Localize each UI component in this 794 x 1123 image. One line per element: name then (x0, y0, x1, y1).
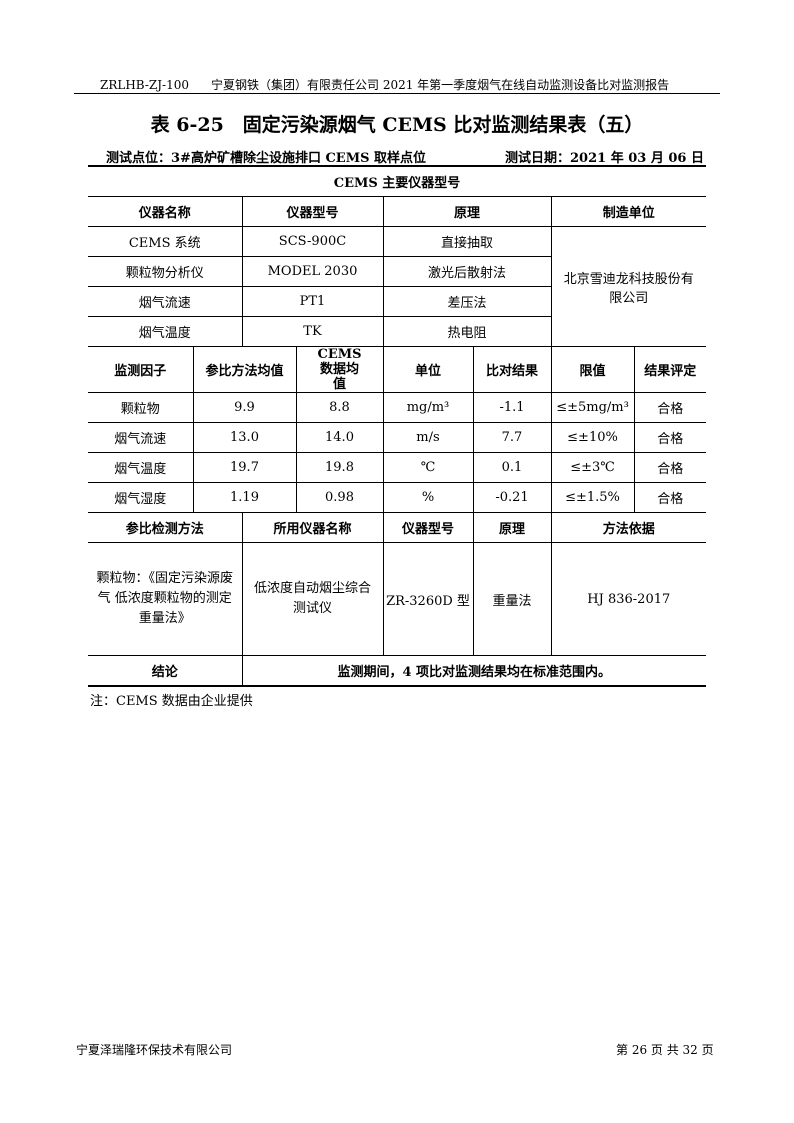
cell: 7.7 (472, 422, 552, 453)
table-row: 烟气流速 13.0 14.0 m/s 7.7 ≤±10% 合格 (88, 422, 707, 453)
conclusion-label: 结论 (88, 655, 243, 687)
col-header: 所用仪器名称 (241, 512, 384, 543)
col-header: 比对结果 (472, 346, 552, 393)
cell: 颗粒物：《固定污染源废气 低浓度颗粒物的测定 重量法》 (88, 542, 243, 656)
cell: 1.19 (192, 482, 297, 513)
table-row: 颗粒物分析仪 MODEL 2030 激光后散射法 (88, 256, 706, 287)
table-title: 表 6-25 固定污染源烟气 CEMS 比对监测结果表（五） (150, 114, 644, 136)
instruments-header: 仪器名称 仪器型号 原理 制造单位 (88, 196, 707, 227)
cell: ZR-3260D 型 (382, 542, 474, 656)
test-date: 测试日期：2021 年 03 月 06 日 (505, 151, 704, 166)
cell: 8.8 (295, 392, 384, 423)
table-row: CEMS 系统 SCS-900C 直接抽取 北京雪迪龙科技股份有限公司 (88, 226, 707, 347)
cell: 13.0 (192, 422, 297, 453)
cell: 差压法 (382, 286, 551, 317)
table-row: 烟气流速 PT1 差压法 (88, 286, 706, 317)
cell: -0.21 (472, 482, 552, 513)
col-header: 监测因子 (88, 346, 194, 393)
cell: ≤±3℃ (550, 452, 635, 483)
cell: 烟气流速 (88, 286, 243, 317)
cell: ≤±10% (550, 422, 635, 453)
cell: m/s (382, 422, 474, 453)
running-header: ZRLHB-ZJ-100 宁夏钢铁（集团）有限责任公司 2021 年第一季度烟气在… (100, 76, 691, 93)
cell: % (382, 482, 474, 513)
table-row: 颗粒物 9.9 8.8 mg/m³ -1.1 ≤±5mg/m³ 合格 (88, 392, 707, 423)
cell: 颗粒物分析仪 (88, 256, 243, 287)
conclusion-text: 监测期间，4 项比对监测结果均在标准范围内。 (241, 655, 707, 687)
col-header: 仪器型号 (382, 512, 474, 543)
cell: 0.98 (295, 482, 384, 513)
test-location: 测试点位：3#高炉矿槽除尘设施排口 CEMS 取样点位 (106, 151, 427, 166)
col-header: 仪器名称 (88, 196, 243, 227)
cell: 激光后散射法 (382, 256, 551, 287)
col-header: 原理 (472, 512, 552, 543)
col-header: CEMS 数据均值 (295, 346, 384, 393)
cell: 19.7 (192, 452, 297, 483)
cell: 烟气温度 (88, 316, 243, 347)
instruments-caption: CEMS 主要仪器型号 (88, 165, 707, 197)
cell: 低浓度自动烟尘综合测试仪 (241, 542, 384, 656)
cell: mg/m³ (382, 392, 474, 423)
manufacturer: 北京雪迪龙科技股份有限公司 (550, 226, 707, 347)
cell: 合格 (633, 392, 707, 423)
cell: ≤±5mg/m³ (550, 392, 635, 423)
conclusion-row: 结论 监测期间，4 项比对监测结果均在标准范围内。 (88, 655, 707, 687)
table-row: 烟气温度 19.7 19.8 ℃ 0.1 ≤±3℃ 合格 (88, 452, 707, 483)
cell: 热电阻 (382, 316, 551, 347)
cell: ≤±1.5% (550, 482, 635, 513)
col-header: 参比方法均值 (192, 346, 297, 393)
cell: ℃ (382, 452, 474, 483)
col-header: 方法依据 (550, 512, 707, 543)
cell: 合格 (633, 482, 707, 513)
cell: CEMS 系统 (88, 226, 243, 257)
col-header: 仪器型号 (241, 196, 384, 227)
col-header: 制造单位 (550, 196, 707, 227)
col-header: 限值 (550, 346, 635, 393)
table-row: 烟气湿度 1.19 0.98% -0.21 ≤±1.5% 合格 (88, 482, 707, 513)
cell: 19.8 (295, 452, 384, 483)
cell: TK (241, 316, 384, 347)
cell: 合格 (633, 422, 707, 453)
col-header: 单位 (382, 346, 474, 393)
page-number: 第 26 页 共 32 页 (616, 1043, 714, 1057)
col-header: 结果评定 (633, 346, 707, 393)
cell: PT1 (241, 286, 384, 317)
cell: 0.1 (472, 452, 552, 483)
cell: MODEL 2030 (241, 256, 384, 287)
cell: 9.9 (192, 392, 297, 423)
table-note: 注：CEMS 数据由企业提供 (90, 694, 253, 709)
method-header: 参比检测方法 所用仪器名称 仪器型号 原理 方法依据 (88, 512, 707, 543)
header-rule (74, 93, 720, 94)
cell: 烟气温度 (88, 452, 194, 483)
col-header: 原理 (382, 196, 552, 227)
cell: 烟气湿度 (88, 482, 194, 513)
cell: 14.0 (295, 422, 384, 453)
doc-code: ZRLHB-ZJ-100 (100, 78, 190, 92)
col-header: 参比检测方法 (88, 512, 243, 543)
footer-company: 宁夏泽瑞隆环保技术有限公司 (76, 1043, 233, 1057)
cell: 直接抽取 (382, 226, 552, 257)
cell: 合格 (633, 452, 707, 483)
table-row: 颗粒物：《固定污染源废气 低浓度颗粒物的测定 重量法》 低浓度自动烟尘综合测试仪… (88, 542, 707, 656)
results-header: 监测因子 参比方法均值 CEMS 数据均值 单位 比对结果 限值 结果评定 (88, 346, 707, 393)
report-title: 宁夏钢铁（集团）有限责任公司 2021 年第一季度烟气在线自动监测设备比对监测报… (211, 78, 670, 92)
results-table: CEMS 主要仪器型号 仪器名称 仪器型号 原理 制造单位 CEMS 系统 SCS… (88, 165, 707, 687)
cell: HJ 836-2017 (550, 542, 707, 656)
cell: 重量法 (472, 542, 552, 656)
cell: 烟气流速 (88, 422, 194, 453)
cell: 颗粒物 (88, 392, 194, 423)
cell: SCS-900C (241, 226, 384, 257)
cell: -1.1 (472, 392, 552, 423)
